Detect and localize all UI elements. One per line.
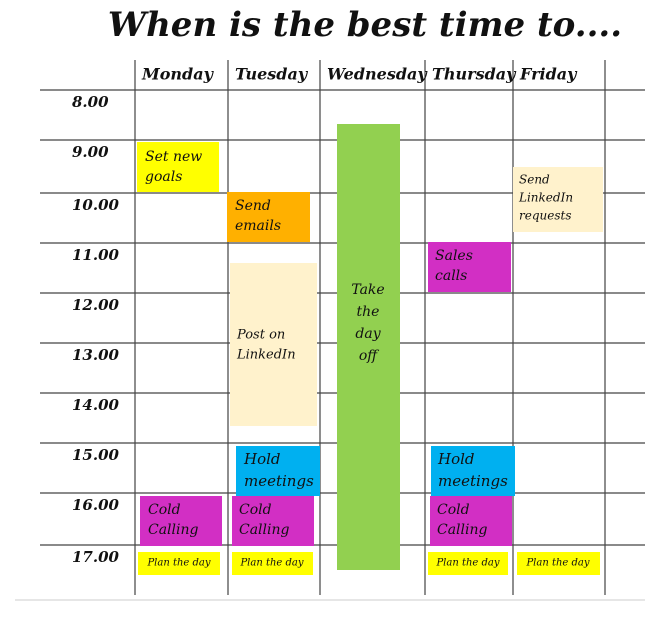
time-label: 13.00 [72, 346, 120, 364]
event-box [227, 192, 310, 242]
event-text: Hold [243, 450, 281, 468]
event-text: Calling [437, 522, 488, 538]
event-text: LinkedIn [518, 191, 573, 205]
event-box [517, 552, 600, 575]
event-text: Cold [148, 502, 181, 518]
event-text: meetings [438, 472, 508, 490]
time-label: 15.00 [72, 446, 120, 464]
event-box [230, 263, 317, 426]
event-text: Plan the day [239, 558, 303, 569]
event-text: Post on [236, 328, 285, 343]
event-text: Take [351, 282, 384, 298]
event-text: emails [235, 218, 281, 234]
title: When is the best time to.... [108, 5, 622, 45]
day-header: Wednesday [327, 65, 428, 84]
event-text: Hold [437, 450, 475, 468]
event-text: Send [519, 173, 550, 187]
event-text: Calling [239, 522, 290, 538]
event-text: Plan the day [435, 558, 499, 569]
event-text: Plan the day [525, 558, 589, 569]
time-label: 14.00 [72, 396, 120, 414]
time-label: 9.00 [72, 143, 109, 161]
event-text: goals [145, 169, 182, 185]
event-box [137, 142, 219, 192]
event-box [232, 496, 314, 546]
event-text: meetings [244, 472, 314, 490]
event-text: Cold [239, 502, 272, 518]
event-box [430, 496, 512, 546]
event-box [513, 167, 603, 232]
event-box [236, 446, 320, 496]
event-text: Sales [435, 248, 473, 264]
event-box [140, 496, 222, 546]
day-header: Monday [141, 65, 215, 84]
event-text: off [359, 348, 379, 364]
day-header: Thursday [432, 65, 517, 84]
time-label: 11.00 [72, 246, 120, 264]
event-text: day [355, 326, 381, 342]
event-text: LinkedIn [236, 348, 296, 363]
event-box [428, 242, 511, 292]
time-label: 17.00 [72, 548, 120, 566]
event-box [138, 552, 220, 575]
event-text: Calling [148, 522, 199, 538]
event-text: Cold [437, 502, 470, 518]
day-header: Tuesday [235, 65, 309, 84]
time-label: 12.00 [72, 296, 120, 314]
time-label: 16.00 [72, 496, 120, 514]
time-label: 10.00 [72, 196, 120, 214]
event-box [232, 552, 313, 575]
event-text: Plan the day [146, 558, 210, 569]
event-box [428, 552, 508, 575]
event-text: the [357, 304, 380, 320]
event-box [431, 446, 515, 496]
time-label: 8.00 [72, 93, 109, 111]
event-box [337, 124, 400, 570]
event-text: calls [435, 268, 467, 284]
event-text: Send [235, 198, 271, 214]
event-text: requests [519, 209, 572, 223]
day-header: Friday [519, 65, 578, 84]
event-text: Set new [145, 149, 202, 165]
